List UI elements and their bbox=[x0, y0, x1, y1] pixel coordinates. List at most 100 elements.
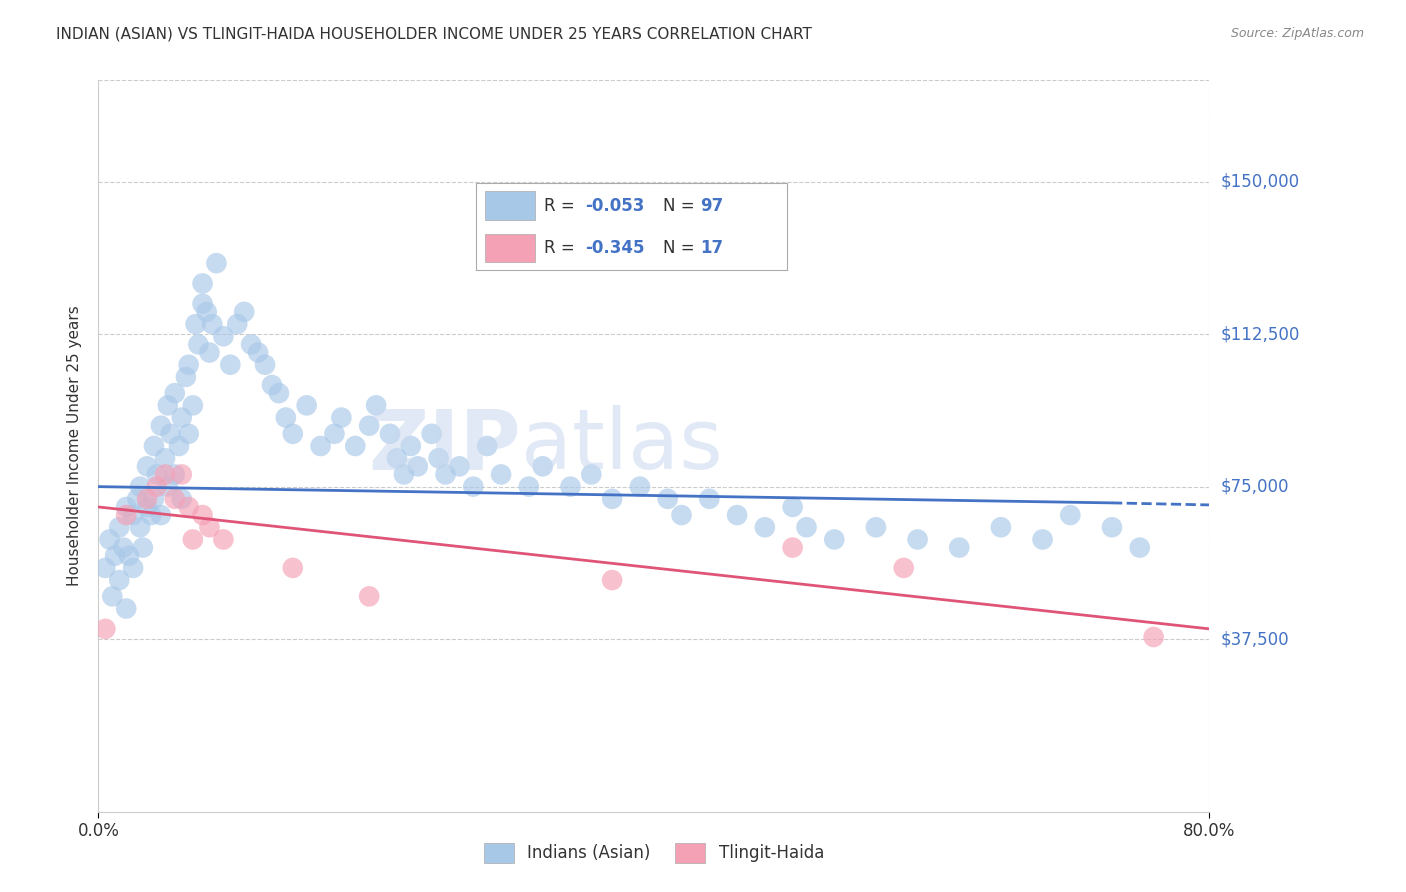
Point bbox=[323, 426, 346, 441]
Point bbox=[149, 508, 172, 522]
Point bbox=[198, 345, 221, 359]
Point bbox=[201, 317, 224, 331]
Point bbox=[240, 337, 263, 351]
Point bbox=[212, 329, 235, 343]
Point bbox=[434, 467, 457, 482]
Point bbox=[359, 590, 381, 604]
Point bbox=[108, 520, 131, 534]
Text: $112,500: $112,500 bbox=[1220, 326, 1299, 343]
Point bbox=[226, 317, 249, 331]
Point bbox=[177, 426, 200, 441]
Point bbox=[191, 277, 214, 291]
Point bbox=[129, 520, 152, 534]
Point bbox=[212, 533, 235, 547]
Point bbox=[136, 459, 159, 474]
Point bbox=[101, 590, 124, 604]
Text: $37,500: $37,500 bbox=[1220, 630, 1289, 648]
Point bbox=[115, 508, 138, 522]
Point bbox=[378, 426, 401, 441]
Point bbox=[112, 541, 135, 555]
Point bbox=[191, 508, 214, 522]
Point bbox=[108, 573, 131, 587]
Point bbox=[671, 508, 693, 522]
Point bbox=[295, 398, 318, 412]
Point bbox=[560, 480, 582, 494]
Point bbox=[782, 541, 804, 555]
Point bbox=[309, 439, 332, 453]
Point bbox=[406, 459, 429, 474]
Text: $75,000: $75,000 bbox=[1220, 477, 1289, 496]
Point bbox=[1059, 508, 1081, 522]
Point bbox=[187, 337, 209, 351]
Point bbox=[170, 467, 193, 482]
Point bbox=[94, 561, 117, 575]
Point bbox=[143, 439, 166, 453]
Point bbox=[531, 459, 554, 474]
Point bbox=[141, 508, 163, 522]
Point bbox=[181, 533, 204, 547]
Point bbox=[145, 467, 167, 482]
Point bbox=[170, 410, 193, 425]
Point bbox=[156, 398, 179, 412]
Point bbox=[122, 561, 145, 575]
Point bbox=[115, 601, 138, 615]
Point bbox=[725, 508, 748, 522]
Point bbox=[392, 467, 415, 482]
Point bbox=[420, 426, 443, 441]
Point bbox=[247, 345, 270, 359]
Point bbox=[153, 467, 176, 482]
Point bbox=[260, 378, 283, 392]
Point bbox=[191, 297, 214, 311]
Point bbox=[122, 508, 145, 522]
Point bbox=[132, 541, 155, 555]
Point bbox=[628, 480, 651, 494]
Point bbox=[94, 622, 117, 636]
Point bbox=[136, 491, 159, 506]
Point bbox=[823, 533, 845, 547]
Point bbox=[330, 410, 353, 425]
Point bbox=[167, 439, 190, 453]
Point bbox=[163, 491, 186, 506]
Point bbox=[174, 370, 197, 384]
Point bbox=[267, 386, 290, 401]
Text: atlas: atlas bbox=[520, 406, 723, 486]
Text: $150,000: $150,000 bbox=[1220, 173, 1299, 191]
Point bbox=[104, 549, 127, 563]
Point bbox=[449, 459, 471, 474]
Text: ZIP: ZIP bbox=[368, 406, 520, 486]
Point bbox=[359, 418, 381, 433]
Point bbox=[475, 439, 499, 453]
Point bbox=[600, 491, 623, 506]
Point bbox=[865, 520, 887, 534]
Point bbox=[581, 467, 603, 482]
Point bbox=[1143, 630, 1166, 644]
Point bbox=[754, 520, 776, 534]
Point bbox=[195, 305, 218, 319]
Point bbox=[163, 467, 186, 482]
Point bbox=[127, 491, 149, 506]
Text: Source: ZipAtlas.com: Source: ZipAtlas.com bbox=[1230, 27, 1364, 40]
Point bbox=[170, 491, 193, 506]
Point bbox=[990, 520, 1012, 534]
Point bbox=[253, 358, 276, 372]
Point bbox=[98, 533, 121, 547]
Point bbox=[699, 491, 721, 506]
Point bbox=[181, 398, 204, 412]
Point bbox=[657, 491, 679, 506]
Point bbox=[385, 451, 408, 466]
Y-axis label: Householder Income Under 25 years: Householder Income Under 25 years bbox=[67, 306, 83, 586]
Legend: Indians (Asian), Tlingit-Haida: Indians (Asian), Tlingit-Haida bbox=[477, 837, 831, 869]
Point bbox=[281, 426, 304, 441]
Point bbox=[153, 451, 176, 466]
Point bbox=[907, 533, 929, 547]
Point bbox=[149, 418, 172, 433]
Point bbox=[1101, 520, 1123, 534]
Point bbox=[489, 467, 512, 482]
Point bbox=[177, 358, 200, 372]
Point bbox=[198, 520, 221, 534]
Point bbox=[1129, 541, 1152, 555]
Point bbox=[948, 541, 970, 555]
Point bbox=[136, 500, 159, 514]
Point bbox=[274, 410, 297, 425]
Point bbox=[517, 480, 540, 494]
